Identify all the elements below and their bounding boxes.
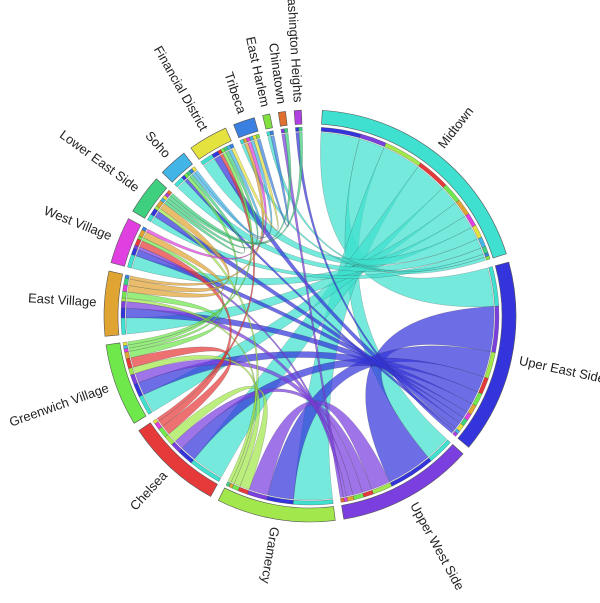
ribbon [128, 203, 230, 293]
group-label: Financial District [151, 43, 212, 134]
ribbon [158, 208, 259, 483]
ribbon [231, 139, 279, 231]
ribbon-end [120, 307, 126, 319]
ribbon [256, 135, 289, 228]
group-label: Greenwich Village [7, 380, 110, 429]
group-label: Soho [142, 128, 173, 161]
ribbon-end [255, 133, 261, 139]
group-arc [161, 152, 193, 183]
group-arc [457, 261, 517, 448]
group-arc [217, 487, 336, 523]
group-arc [321, 110, 507, 259]
ribbon [177, 180, 482, 272]
group-arc [293, 109, 303, 125]
ribbon-end [229, 143, 235, 149]
group-arc [132, 178, 168, 219]
ribbon-end [225, 481, 231, 487]
ribbon [170, 133, 292, 244]
ribbon [128, 237, 224, 352]
ribbon [214, 155, 461, 429]
group-label: West Village [42, 203, 114, 243]
ribbon-end [340, 497, 345, 503]
ribbon-end [292, 499, 334, 506]
ribbon [129, 142, 264, 286]
group-arc [103, 270, 123, 337]
ribbon-end [123, 277, 129, 286]
ribbons [125, 131, 495, 501]
ribbon [295, 132, 455, 434]
group-label: Lower East Side [57, 127, 142, 195]
ribbon [139, 240, 232, 427]
ribbon-end [295, 127, 300, 132]
group-arc [138, 422, 218, 497]
segments [120, 127, 500, 506]
ribbon-end [152, 418, 159, 425]
ribbon [130, 346, 232, 435]
ribbon-end [124, 351, 131, 360]
ribbon [128, 176, 238, 349]
ribbon [145, 141, 267, 260]
ribbon [166, 150, 259, 249]
ribbon-end [121, 301, 126, 309]
ribbon [168, 386, 268, 490]
group-label: Washington Heights [284, 0, 306, 103]
group-arc [110, 218, 142, 267]
ribbon-end [121, 297, 127, 302]
ribbon-end [128, 367, 135, 376]
ribbon [127, 231, 224, 298]
group-label: Uper East Side [518, 353, 600, 386]
ribbon [281, 133, 344, 498]
ribbon-end [485, 255, 491, 261]
ribbon [156, 153, 256, 422]
ribbon [126, 291, 220, 359]
ribbon-end [166, 189, 173, 196]
group-arc [341, 444, 464, 520]
group-label: Upper West Side [407, 500, 467, 593]
ribbon-end [120, 317, 127, 335]
ribbon-end [122, 341, 128, 346]
ribbon-end [124, 274, 130, 280]
ribbon-end [121, 291, 127, 299]
group-label: Gramercy [258, 526, 282, 585]
ribbon-end [298, 127, 303, 132]
ribbon-end [269, 130, 275, 136]
group-arc [105, 342, 147, 424]
ribbon-end [284, 128, 289, 133]
group-label: Midtown [435, 104, 477, 151]
group-arc [190, 127, 232, 160]
ribbon-end [141, 226, 148, 232]
group-arc [233, 117, 259, 139]
ribbon-end [122, 284, 128, 292]
group-label: Tribeca [221, 70, 249, 116]
ribbon-end [346, 495, 355, 502]
ribbon [164, 174, 246, 254]
group-arc [277, 111, 288, 127]
group-label: East Village [28, 290, 97, 309]
ribbon-end [191, 166, 198, 172]
ribbon-end [452, 431, 458, 437]
ribbon [127, 152, 253, 346]
ribbon [267, 135, 486, 274]
group-label: Chelsea [127, 467, 171, 513]
ribbon [365, 306, 495, 483]
group-arc [262, 113, 273, 130]
ribbon [194, 149, 264, 240]
